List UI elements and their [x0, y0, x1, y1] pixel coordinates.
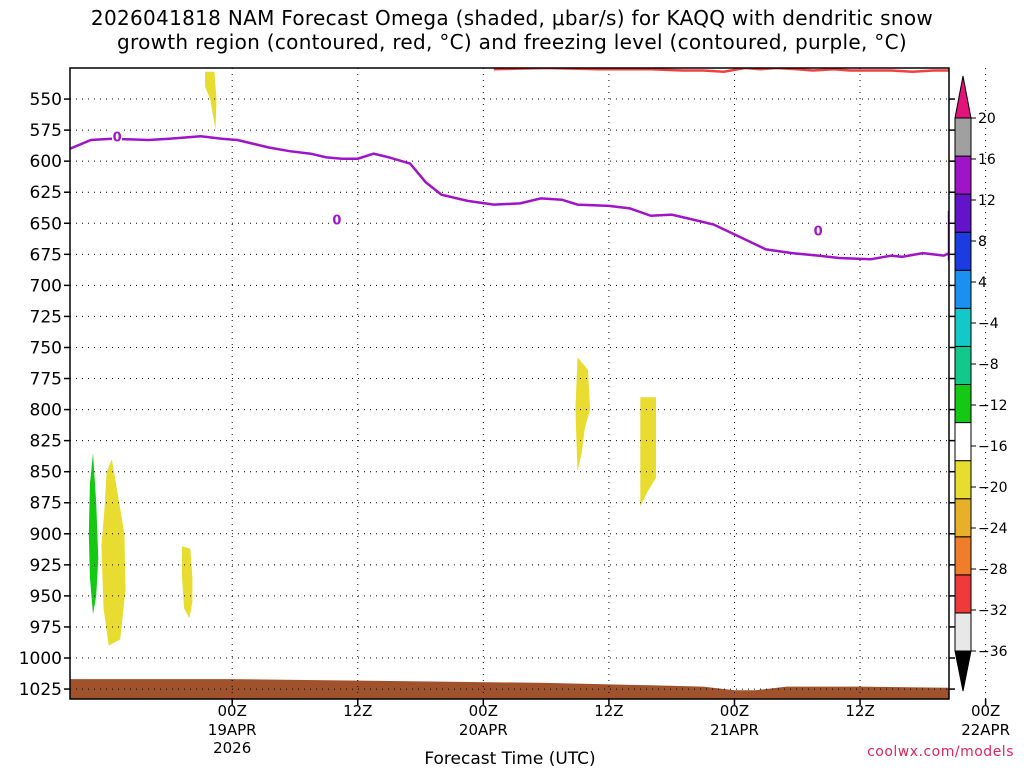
y-tick-label: 850: [30, 463, 62, 483]
colorbar-label: −8: [978, 357, 999, 373]
y-tick-label: 650: [30, 214, 62, 234]
colorbar-segment: [954, 384, 972, 424]
y-axis: 550 575 600 625 650 675 700 725 750 775 800 825 850 8…: [19, 90, 955, 700]
freezing-level-label: 0: [113, 130, 122, 145]
y-tick-label: 825: [30, 432, 62, 452]
colorbar-arrow-bottom: [954, 650, 972, 692]
y-tick-label: 775: [30, 370, 62, 390]
y-tick-label: 800: [30, 401, 62, 421]
colorbar-segment: [954, 269, 972, 309]
credit-text: coolwx.com/models: [867, 744, 1014, 760]
x-tick-label: 12Z: [845, 702, 874, 720]
y-tick-label: 975: [30, 618, 62, 638]
y-tick-label: 675: [30, 245, 62, 265]
y-tick-label: 1000: [19, 649, 62, 669]
x-axis-label: Forecast Time (UTC): [424, 749, 595, 768]
y-tick-label: 700: [30, 276, 62, 296]
colorbar-segment: [954, 498, 972, 538]
x-tick-label: 00Z: [218, 702, 247, 720]
x-tick-sublabel: 22APR: [961, 721, 1010, 739]
colorbar-label: −20: [978, 480, 1008, 496]
x-tick-label: 00Z: [720, 702, 749, 720]
plot-frame: [69, 67, 950, 700]
colorbar-label: 4: [978, 275, 987, 291]
omega-region-2: [640, 397, 656, 507]
y-tick-label: 925: [30, 556, 62, 576]
omega-region-4: [182, 546, 193, 619]
x-tick-sublabel: 19APR: [208, 721, 257, 739]
x-tick-sublabel: 20APR: [459, 721, 508, 739]
freezing-level-label: 0: [814, 225, 823, 240]
freezing-level-label: 0: [332, 214, 341, 229]
omega-region-5: [88, 453, 99, 615]
colorbar-segment: [954, 574, 972, 614]
colorbar-label: −28: [978, 562, 1008, 578]
colorbar-segment: [954, 612, 972, 652]
colorbar-label: 12: [978, 193, 996, 209]
y-tick-label: 550: [30, 90, 62, 110]
omega-region-0: [205, 71, 217, 131]
contour-label-bg: [331, 211, 342, 226]
contour-label-bg: [112, 128, 123, 143]
colorbar-label: −12: [978, 398, 1008, 414]
colorbar-label: −4: [978, 316, 999, 332]
surface-fill: [70, 679, 949, 699]
colorbar-label: 20: [978, 111, 996, 127]
x-tick-label: 00Z: [469, 702, 498, 720]
y-tick-label: 875: [30, 494, 62, 514]
x-tick-sublabel: 21APR: [710, 721, 759, 739]
colorbar-label: 16: [978, 152, 996, 168]
chart-title: 2026041818 NAM Forecast Omega (shaded, μ…: [0, 6, 1024, 54]
y-tick-label: 575: [30, 121, 62, 141]
colorbar-segment: [954, 536, 972, 576]
y-tick-label: 900: [30, 525, 62, 545]
omega-regions: [88, 71, 656, 646]
contour-label-bg: [813, 222, 824, 237]
omega-region-1: [575, 357, 591, 472]
x-tick-sublabel: 2026: [213, 739, 251, 757]
colorbar-segment: [954, 422, 972, 462]
x-tick-label: 12Z: [343, 702, 372, 720]
y-tick-label: 950: [30, 587, 62, 607]
colorbar: 20 16 12 8 4 −4 −8 −12 −16 −20 −24 −28 −32 −36: [954, 75, 1008, 692]
y-tick-label: 625: [30, 183, 62, 203]
y-tick-label: 1025: [19, 680, 62, 700]
omega-region-3: [101, 459, 126, 646]
y-tick-label: 750: [30, 338, 62, 358]
x-tick-label: 12Z: [594, 702, 623, 720]
chart-title-line2: growth region (contoured, red, °C) and f…: [117, 30, 907, 54]
y-tick-label: 725: [30, 307, 62, 327]
chart-title-line1: 2026041818 NAM Forecast Omega (shaded, μ…: [90, 6, 934, 30]
colorbar-segment: [954, 231, 972, 271]
colorbar-segment: [954, 460, 972, 500]
freezing-level-contour: [70, 135, 949, 261]
y-tick-label: 600: [30, 152, 62, 172]
x-tick-label: 00Z: [971, 702, 1000, 720]
colorbar-segment: [954, 155, 972, 195]
contour-lines: 0 0 0: [70, 68, 949, 261]
colorbar-segment: [954, 193, 972, 233]
colorbar-label: −24: [978, 521, 1008, 537]
colorbar-label: 8: [978, 234, 987, 250]
dendritic-contour: [493, 68, 949, 73]
plot-background: [70, 68, 949, 699]
colorbar-arrow-top: [954, 75, 972, 119]
colorbar-segment: [954, 117, 972, 157]
colorbar-label: −36: [978, 644, 1008, 660]
surface-terrain: [70, 679, 949, 699]
colorbar-segment: [954, 307, 972, 347]
colorbar-label: −32: [978, 603, 1008, 619]
colorbar-label: −16: [978, 439, 1008, 455]
colorbar-segment: [954, 345, 972, 385]
